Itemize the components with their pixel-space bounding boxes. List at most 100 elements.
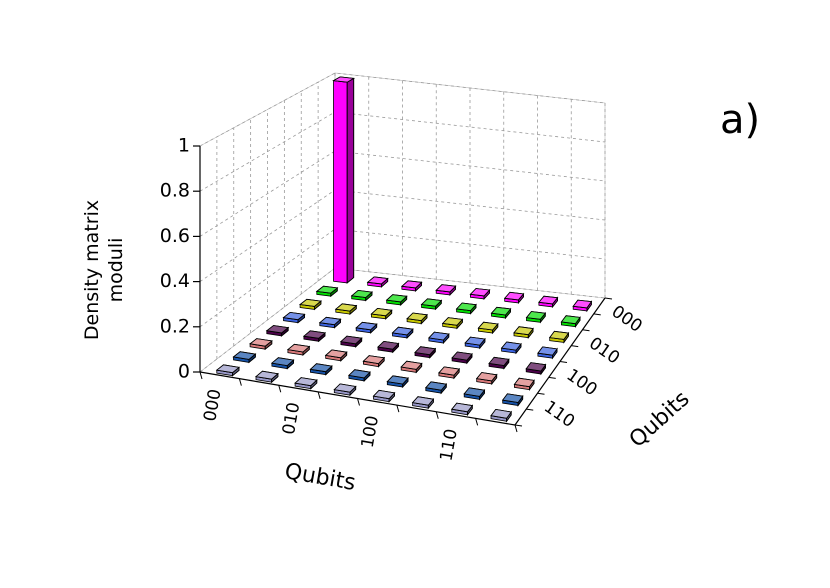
y-tick — [604, 297, 613, 300]
x-tick — [317, 391, 321, 400]
bar — [503, 291, 525, 304]
x-tick-label: 110 — [436, 427, 461, 462]
bar — [294, 377, 318, 390]
bar — [366, 276, 389, 288]
y-tick-label: 010 — [585, 333, 623, 368]
x-tick — [396, 404, 400, 413]
bar-top-shade — [537, 346, 558, 356]
bar-top-shade — [377, 340, 400, 350]
y-tick — [559, 361, 568, 363]
bar-top-shade — [425, 381, 448, 391]
bar-top-shade — [362, 355, 386, 365]
bar-top-shade — [309, 363, 333, 373]
bar — [348, 369, 371, 382]
y-tick-label: 000 — [608, 302, 646, 337]
bar-top-shade — [332, 76, 355, 83]
bar — [572, 299, 593, 313]
grid-line — [199, 150, 606, 237]
bar — [249, 338, 273, 351]
z-axis-title-line: moduli — [105, 238, 127, 303]
bar-top-shade — [302, 330, 326, 339]
bar — [286, 343, 311, 356]
bar-top-shade — [513, 377, 535, 388]
bar — [309, 363, 333, 376]
bar — [334, 303, 358, 315]
bar — [488, 356, 510, 370]
x-tick — [435, 411, 439, 419]
bar-top-shade — [406, 312, 428, 322]
bar-top-shade — [490, 408, 512, 419]
bar — [525, 362, 547, 376]
bar-top-shade — [525, 362, 547, 372]
bar — [513, 377, 535, 391]
bar-top-shade — [370, 307, 393, 317]
bar-top-shade — [286, 343, 311, 353]
bar — [414, 346, 437, 359]
bar-top-shade — [490, 306, 512, 316]
bar-top-shade — [441, 317, 464, 326]
bar — [451, 351, 473, 365]
y-tick — [514, 424, 523, 427]
bar — [513, 326, 534, 339]
bar-top-shade — [350, 289, 373, 298]
bar — [355, 321, 378, 334]
bar — [500, 341, 522, 355]
grid-line — [199, 228, 606, 328]
bar — [270, 357, 295, 370]
bar — [463, 387, 486, 401]
bar-top-shade — [315, 285, 339, 294]
bar — [420, 298, 443, 311]
bar — [318, 316, 342, 329]
z-tick-label: 0.8 — [160, 180, 190, 202]
bar-top-shade — [572, 299, 593, 309]
bar — [425, 381, 448, 395]
z-tick-label: 0.6 — [160, 225, 190, 247]
bar-top-shade — [501, 393, 524, 403]
bar-top-shade — [475, 372, 498, 382]
x-tick — [357, 398, 360, 406]
z-tick-label: 0.4 — [160, 270, 190, 292]
bar — [232, 351, 257, 364]
bar-top-shade — [400, 360, 423, 370]
bar — [386, 375, 409, 389]
bar-top-shade — [324, 349, 348, 359]
bar-top-shade — [411, 396, 435, 406]
bar-top-shade — [548, 330, 570, 340]
bar — [362, 355, 386, 368]
x-tick — [238, 378, 242, 386]
y-tick — [526, 408, 534, 411]
bar-top-shade — [282, 311, 306, 321]
bar-top-shade — [386, 375, 409, 385]
bar-top-shade — [435, 284, 457, 293]
bar — [538, 295, 559, 309]
bar — [477, 321, 499, 335]
annotation: a) — [720, 97, 760, 143]
bar — [215, 364, 240, 377]
bar — [332, 76, 355, 284]
bar — [475, 372, 498, 386]
y-tick — [537, 392, 545, 395]
bar — [340, 335, 363, 348]
bar — [451, 402, 474, 416]
bar-top-shade — [455, 302, 477, 312]
bar — [411, 396, 435, 410]
bar — [350, 289, 373, 302]
x-tick-label: 010 — [279, 401, 304, 436]
bar-top-shade — [334, 303, 358, 312]
bar — [441, 317, 464, 330]
bar — [372, 389, 396, 403]
bar — [490, 408, 512, 423]
bar — [282, 311, 306, 324]
bar-top-shade — [299, 298, 322, 307]
bar-top-shade — [265, 325, 290, 334]
y-tick — [548, 376, 556, 379]
bar-top-shade — [488, 356, 510, 366]
x-tick-label: 100 — [358, 414, 383, 449]
x-tick — [514, 424, 518, 433]
bar — [333, 383, 357, 397]
bar — [324, 349, 348, 362]
bar — [391, 326, 414, 339]
bar — [315, 285, 339, 298]
